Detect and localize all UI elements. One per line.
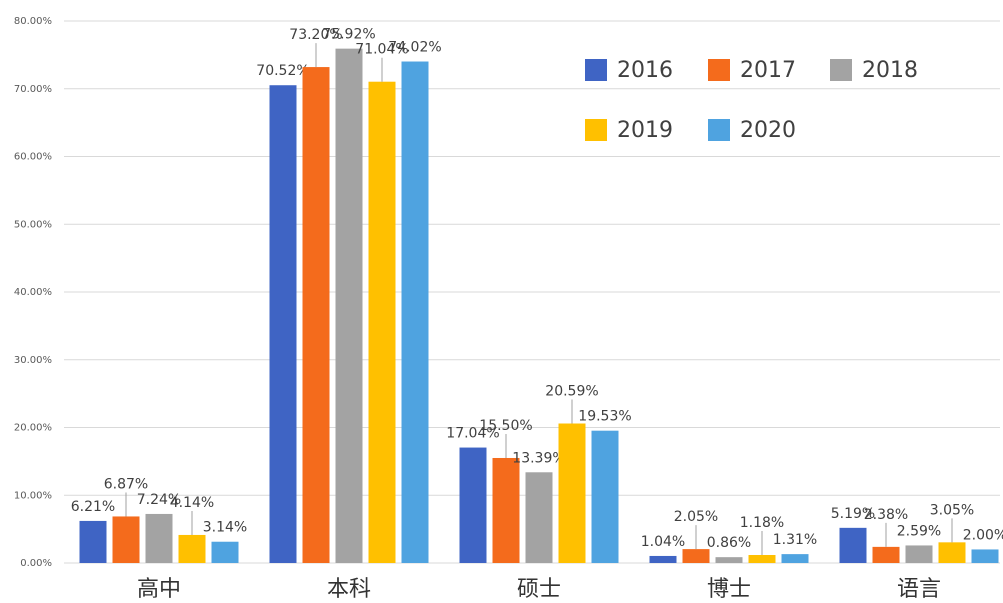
bar	[145, 513, 173, 563]
value-label: 2.05%	[674, 509, 718, 525]
value-label: 71.04%	[355, 42, 408, 58]
value-label: 70.52%	[256, 63, 309, 79]
y-tick-label: 60.00%	[14, 152, 52, 163]
bar	[748, 555, 776, 563]
value-label: 19.53%	[578, 409, 631, 425]
bar	[591, 430, 619, 563]
bar	[302, 67, 330, 563]
bar	[112, 516, 140, 563]
value-label: 20.59%	[545, 384, 598, 400]
value-label: 75.92%	[322, 27, 375, 43]
y-tick-label: 20.00%	[14, 423, 52, 434]
y-tick-label: 30.00%	[14, 355, 52, 366]
legend-swatch	[585, 59, 607, 81]
bar	[872, 546, 900, 563]
value-label: 13.39%	[512, 450, 565, 466]
value-label: 1.18%	[740, 515, 784, 531]
value-label: 2.38%	[864, 507, 908, 523]
bar	[781, 554, 809, 563]
bar	[905, 545, 933, 563]
y-tick-label: 0.00%	[20, 558, 52, 569]
legend-label: 2016	[617, 58, 673, 83]
bar	[401, 61, 429, 564]
y-tick-label: 10.00%	[14, 490, 52, 501]
bar	[682, 549, 710, 563]
bar	[79, 520, 107, 563]
legend-swatch	[585, 119, 607, 141]
value-label: 6.87%	[104, 476, 148, 492]
x-tick-label: 本科	[327, 577, 371, 602]
value-label: 1.31%	[773, 532, 817, 548]
bar	[971, 549, 999, 563]
bar	[938, 542, 966, 563]
value-label: 2.00%	[963, 527, 1003, 543]
legend-label: 2019	[617, 118, 673, 143]
legend-swatch	[830, 59, 852, 81]
y-tick-label: 70.00%	[14, 84, 52, 95]
bar	[211, 541, 239, 563]
value-label: 73.20%	[289, 27, 342, 43]
bar	[368, 81, 396, 563]
value-label: 3.14%	[203, 520, 247, 536]
y-tick-label: 40.00%	[14, 287, 52, 298]
value-label: 7.24%	[137, 492, 181, 508]
x-tick-label: 硕士	[517, 577, 561, 602]
value-label: 17.04%	[446, 426, 499, 442]
value-label: 1.04%	[641, 534, 685, 550]
bar	[335, 48, 363, 564]
value-label: 5.19%	[831, 506, 875, 522]
x-tick-label: 语言	[897, 577, 941, 602]
bar	[558, 423, 586, 563]
legend-label: 2018	[862, 58, 918, 83]
value-label: 0.86%	[707, 535, 751, 551]
bar	[178, 534, 206, 563]
legend-label: 2020	[740, 118, 796, 143]
bar	[715, 557, 743, 563]
bar	[525, 472, 553, 563]
value-label: 74.02%	[388, 40, 441, 56]
x-tick-label: 博士	[707, 577, 751, 602]
bar	[459, 447, 487, 563]
legend-swatch	[708, 119, 730, 141]
value-label: 2.59%	[897, 523, 941, 539]
x-tick-label: 高中	[137, 577, 181, 602]
bar	[269, 85, 297, 564]
legend-swatch	[708, 59, 730, 81]
bar	[492, 457, 520, 563]
y-tick-label: 80.00%	[14, 16, 52, 27]
legend-label: 2017	[740, 58, 796, 83]
bar	[649, 555, 677, 563]
bar	[839, 527, 867, 563]
value-label: 6.21%	[71, 499, 115, 515]
value-label: 15.50%	[479, 418, 532, 434]
y-tick-label: 50.00%	[14, 219, 52, 230]
value-label: 3.05%	[930, 502, 974, 518]
value-label: 4.14%	[170, 495, 214, 511]
